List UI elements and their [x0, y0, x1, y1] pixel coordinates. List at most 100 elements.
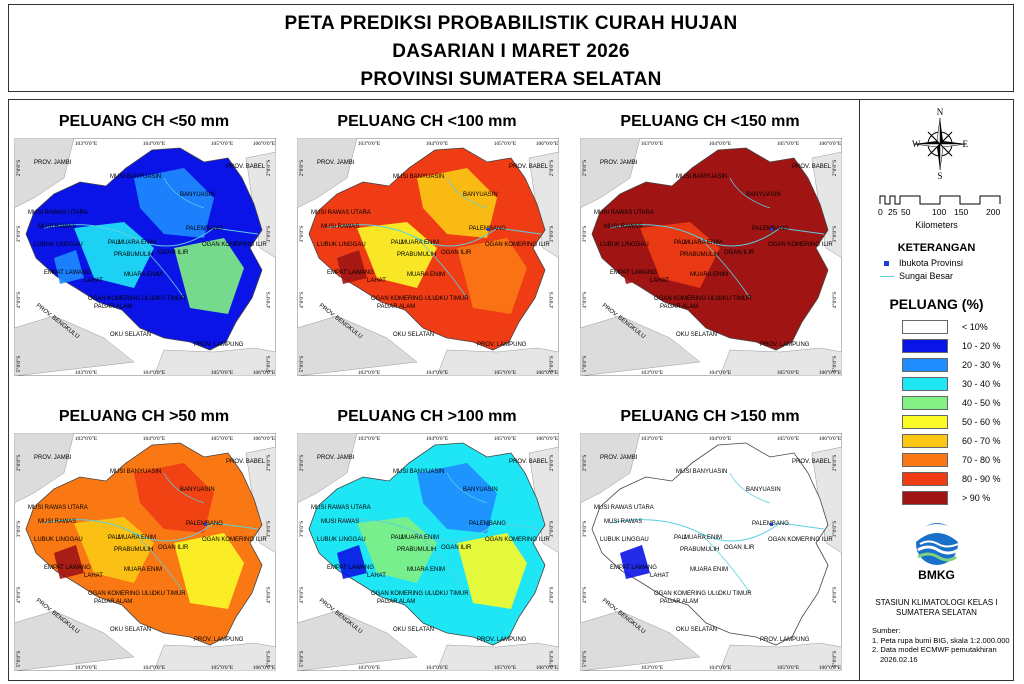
lon-label-bottom: 104°0'0"E	[426, 664, 449, 671]
capital-marker-icon	[487, 228, 490, 231]
probability-zone	[417, 168, 497, 238]
lat-label-right: 5°0'0"S	[548, 651, 555, 668]
prob-legend-item: 20 - 30 %	[902, 357, 1001, 372]
station-line-1: STASIUN KLIMATOLOGI KELAS I	[875, 598, 998, 607]
place-label-pali: PALI	[674, 240, 687, 246]
panel-title: PELUANG CH >50 mm	[58, 408, 230, 425]
neighbor-land	[245, 151, 276, 259]
place-label-empat-lawang: EMPAT LAWANG	[44, 565, 91, 571]
lon-label-top: 105°0'0"E	[211, 140, 234, 147]
prob-label: 80 - 90 %	[962, 473, 1001, 484]
lat-label-left: 3°0'0"S	[581, 226, 588, 243]
place-label-ogan-ilir: OGAN ILIR	[441, 250, 472, 256]
place-label-muara-enim-top: MUARA ENIM	[684, 535, 722, 541]
place-label-empat-lawang: EMPAT LAWANG	[610, 270, 657, 276]
place-label-oku-timur: OKU TIMUR	[435, 296, 469, 302]
lon-label-bottom: 103°0'0"E	[358, 664, 381, 671]
place-label-banyuasin: BANYUASIN	[463, 487, 498, 493]
probability-zone	[620, 250, 650, 284]
place-label-lubuk-linggau: LUBUK LINGGAU	[317, 242, 366, 248]
place-label-lampung: PROV. LAMPUNG	[760, 342, 810, 348]
lon-label-top: 106°0'0"E	[819, 435, 842, 442]
place-label-ogan-ilir: OGAN ILIR	[158, 250, 189, 256]
place-label-muara-enim: MUARA ENIM	[690, 272, 728, 278]
neighbor-land	[719, 642, 842, 671]
place-label-jambi: PROV. JAMBI	[600, 160, 638, 166]
neighbor-land	[14, 138, 75, 209]
place-label-ogan-komering-ulu: OGAN KOMERING ULU	[371, 296, 437, 302]
prob-swatch	[902, 433, 948, 448]
source-item-3: 2026.02.16	[880, 654, 918, 664]
lon-label-top: 105°0'0"E	[777, 140, 800, 147]
neighbor-land	[528, 151, 559, 259]
place-label-musi-banyuasin: MUSI BANYUASIN	[110, 174, 161, 180]
place-label-banyuasin: BANYUASIN	[746, 487, 781, 493]
lat-label-right: 2°0'0"S	[548, 160, 555, 177]
lat-label-left: 3°0'0"S	[581, 521, 588, 538]
probability-map: 103°0'0"E 103°0'0"E 104°0'0"E 104°0'0"E 105°…	[580, 433, 842, 671]
place-label-prabumulih: PRABUMULIH	[397, 252, 436, 258]
place-label-ogan-komering-ulu: OGAN KOMERING ULU	[654, 296, 720, 302]
probability-zone	[700, 463, 780, 533]
lon-label-bottom: 106°0'0"E	[536, 369, 559, 376]
map-panel-lt100: PELUANG CH <100 mm 103°0'0"E 103°0'0"E 104°…	[292, 100, 562, 376]
place-label-musi-rawas-utara: MUSI RAWAS UTARA	[311, 505, 371, 511]
lat-label-right: 2°0'0"S	[548, 455, 555, 472]
map-panel-gt100: PELUANG CH >100 mm 103°0'0"E 103°0'0"E 104°…	[292, 395, 562, 671]
river-line	[446, 472, 488, 504]
panel-title: PELUANG CH <150 mm	[620, 113, 800, 130]
place-label-pali: PALI	[391, 535, 404, 541]
probability-zone	[457, 533, 527, 609]
neighbor-land	[580, 433, 641, 504]
place-label-oku-timur: OKU TIMUR	[435, 591, 469, 597]
place-label-oku-selatan: OKU SELATAN	[393, 627, 434, 633]
neighbor-land	[14, 433, 75, 504]
capital-marker-icon	[204, 523, 207, 526]
lat-label-right: 3°0'0"S	[831, 226, 838, 243]
place-label-lampung: PROV. LAMPUNG	[760, 637, 810, 643]
map-panel-lt50: PELUANG CH <50 mm 103°0'0"E 103°0'0"E 104°0…	[9, 100, 279, 376]
lon-label-top: 105°0'0"E	[494, 435, 517, 442]
compass-e: E	[963, 139, 969, 149]
lon-label-bottom: 103°0'0"E	[75, 664, 98, 671]
source-note: Sumber: 1. Peta rupa bumi BIG, skala 1:2…	[872, 626, 1010, 664]
lat-label-right: 5°0'0"S	[548, 356, 555, 373]
place-label-jambi: PROV. JAMBI	[317, 160, 355, 166]
scale-tick-100: 100	[932, 207, 947, 217]
lon-label-bottom: 104°0'0"E	[426, 369, 449, 376]
lat-label-right: 2°0'0"S	[831, 455, 838, 472]
place-label-musi-rawas: MUSI RAWAS	[604, 519, 642, 525]
prob-label: 10 - 20 %	[962, 340, 1001, 351]
probability-zone	[620, 545, 650, 579]
lon-label-top: 106°0'0"E	[253, 140, 276, 147]
lat-label-right: 3°0'0"S	[831, 521, 838, 538]
place-label-ogan-komering-ulu: OGAN KOMERING ULU	[654, 591, 720, 597]
lon-label-bottom: 105°0'0"E	[211, 369, 234, 376]
prob-label: > 90 %	[962, 492, 991, 503]
probability-map: 103°0'0"E 103°0'0"E 104°0'0"E 104°0'0"E 105°…	[297, 138, 559, 376]
legend-river-label: Sungai Besar	[899, 271, 954, 281]
lon-label-bottom: 103°0'0"E	[75, 369, 98, 376]
place-label-lahat: LAHAT	[84, 278, 103, 284]
prob-swatch	[902, 452, 948, 467]
probability-zone	[740, 533, 810, 609]
prob-swatch	[902, 319, 948, 334]
lat-label-right: 3°0'0"S	[548, 521, 555, 538]
probability-zone	[134, 463, 214, 533]
neighbor-land	[14, 315, 135, 376]
probability-map: 103°0'0"E 103°0'0"E 104°0'0"E 104°0'0"E 105°…	[580, 138, 842, 376]
neighbor-land	[297, 138, 358, 209]
probability-zone	[134, 168, 214, 238]
prob-label: 60 - 70 %	[962, 435, 1001, 446]
prob-label: 20 - 30 %	[962, 359, 1001, 370]
panel-title: PELUANG CH >150 mm	[620, 408, 800, 425]
place-label-babel: PROV. BABEL	[792, 164, 832, 170]
lat-label-left: 4°0'0"S	[298, 587, 305, 604]
lon-label-top: 103°0'0"E	[358, 140, 381, 147]
lat-label-left: 5°0'0"S	[581, 356, 588, 373]
lon-label-bottom: 106°0'0"E	[819, 369, 842, 376]
lat-label-left: 5°0'0"S	[298, 651, 305, 668]
lat-label-left: 2°0'0"S	[581, 455, 588, 472]
place-label-lubuk-linggau: LUBUK LINGGAU	[600, 537, 649, 543]
place-label-musi-rawas: MUSI RAWAS	[38, 224, 76, 230]
